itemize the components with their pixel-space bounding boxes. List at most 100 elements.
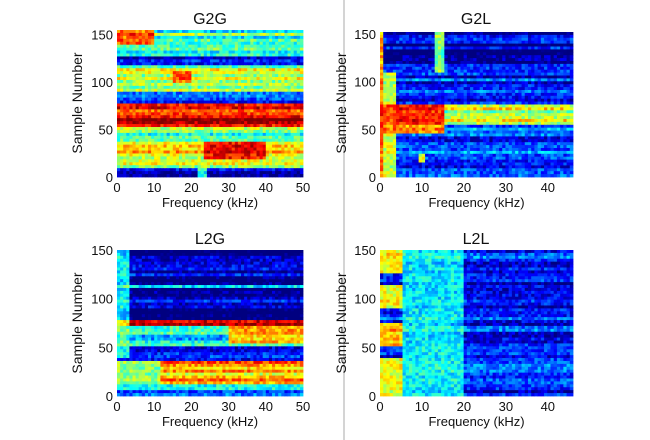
heatmap-cell	[262, 30, 267, 34]
heatmap-cell	[194, 97, 198, 101]
heatmap-cell	[135, 88, 140, 93]
heatmap-cell	[553, 116, 558, 120]
heatmap-cell	[540, 107, 545, 111]
heatmap-cell	[231, 82, 236, 87]
heatmap-cell	[450, 87, 455, 91]
heatmap-cell	[421, 87, 426, 91]
heatmap-cell	[511, 32, 516, 36]
heatmap-cell	[182, 141, 186, 146]
heatmap-cell	[247, 106, 251, 110]
heatmap-cell	[247, 168, 251, 172]
heatmap-cell	[556, 113, 561, 117]
heatmap-cell	[380, 43, 384, 47]
heatmap-cell	[182, 121, 186, 125]
heatmap-cell	[169, 174, 174, 178]
heatmap-cell	[262, 153, 267, 157]
heatmap-cell	[505, 72, 510, 76]
heatmap-cell	[275, 88, 279, 93]
heatmap-cell	[479, 69, 484, 73]
heatmap-cell	[380, 101, 384, 105]
heatmap-cell	[200, 44, 205, 49]
heatmap-cell	[256, 47, 260, 51]
heatmap-cell	[132, 53, 136, 57]
heatmap-cell	[299, 44, 304, 49]
heatmap-cell	[392, 81, 397, 85]
heatmap-cell	[441, 61, 445, 65]
heatmap-cell	[234, 135, 239, 140]
heatmap-cell	[175, 44, 180, 49]
heatmap-cell	[499, 46, 503, 50]
heatmap-cell	[524, 55, 529, 59]
heatmap-cell	[231, 35, 236, 40]
heatmap-cell	[197, 150, 202, 154]
heatmap-cell	[231, 94, 236, 99]
heatmap-cell	[544, 81, 548, 85]
heatmap-cell	[172, 103, 177, 107]
heatmap-cell	[275, 103, 279, 107]
heatmap-cell	[431, 52, 436, 56]
heatmap-cell	[272, 44, 276, 49]
heatmap-cell	[172, 162, 177, 166]
heatmap-cell	[247, 68, 251, 72]
heatmap-cell	[117, 71, 121, 75]
heatmap-cell	[272, 88, 276, 93]
heatmap-cell	[253, 144, 257, 148]
heatmap-cell	[203, 38, 208, 43]
heatmap-cell	[247, 30, 251, 34]
heatmap-cell	[284, 32, 288, 37]
heatmap-cell	[268, 129, 273, 134]
heatmap-cell	[396, 72, 400, 76]
heatmap-cell	[482, 63, 487, 68]
heatmap-cell	[157, 103, 161, 107]
heatmap-cell	[117, 50, 121, 54]
heatmap-cell	[231, 112, 236, 116]
heatmap-cell	[486, 75, 490, 79]
heatmap-cell	[262, 91, 267, 96]
heatmap-cell	[123, 118, 127, 122]
heatmap-cell	[281, 62, 285, 66]
heatmap-cell	[129, 47, 133, 51]
heatmap-cell	[188, 82, 192, 87]
heatmap-cell	[566, 92, 571, 97]
heatmap-cell	[566, 107, 571, 111]
heatmap-cell	[457, 90, 461, 94]
heatmap-cell	[405, 124, 410, 129]
heatmap-cell	[402, 55, 407, 59]
x-tick-label: 0	[113, 180, 120, 195]
heatmap-cell	[447, 61, 452, 65]
heatmap-cell	[197, 56, 202, 60]
heatmap-cell	[492, 92, 497, 97]
heatmap-cell	[222, 74, 226, 78]
heatmap-cell	[191, 118, 195, 122]
heatmap-cell	[460, 101, 465, 105]
heatmap-cell	[219, 118, 223, 122]
heatmap-cell	[188, 65, 192, 69]
heatmap-cell	[126, 103, 130, 107]
heatmap-cell	[151, 174, 155, 178]
heatmap-cell	[515, 61, 519, 65]
heatmap-cell	[135, 47, 140, 51]
heatmap-cell	[253, 41, 257, 46]
heatmap-cell	[447, 75, 452, 79]
heatmap-cell	[148, 74, 152, 78]
heatmap-cell	[492, 107, 497, 111]
heatmap-cell	[241, 127, 245, 131]
heatmap-cell	[486, 113, 490, 117]
heatmap-cell	[200, 138, 205, 143]
heatmap-cell	[253, 44, 257, 49]
heatmap-cell	[518, 81, 522, 85]
heatmap-cell	[219, 112, 223, 116]
heatmap-cell	[141, 150, 146, 154]
heatmap-cell	[547, 84, 551, 88]
heatmap-cell	[225, 156, 229, 160]
heatmap-cell	[216, 156, 220, 160]
heatmap-cell	[569, 63, 574, 68]
heatmap-cell	[479, 104, 484, 108]
heatmap-cell	[253, 168, 257, 172]
heatmap-cell	[265, 88, 270, 93]
heatmap-cell	[444, 110, 448, 114]
heatmap-cell	[213, 174, 217, 178]
heatmap-cell	[256, 32, 260, 37]
heatmap-cell	[293, 94, 298, 99]
heatmap-cell	[237, 115, 242, 119]
